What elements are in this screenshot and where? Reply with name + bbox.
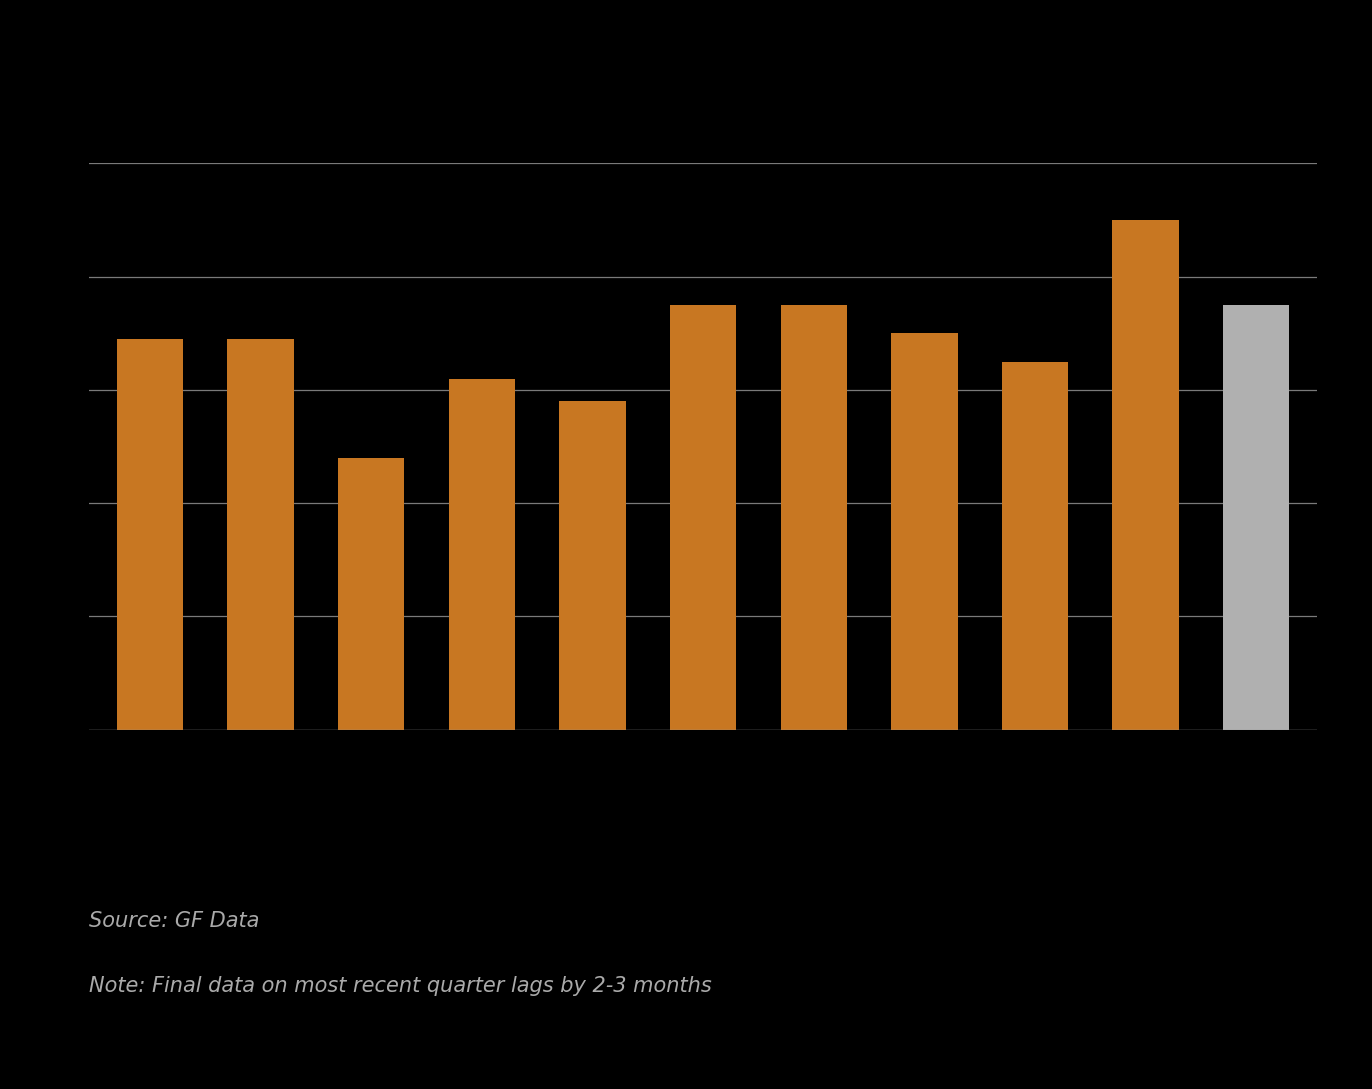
- Bar: [1002, 362, 1069, 730]
- Bar: [1222, 305, 1290, 730]
- Bar: [449, 379, 514, 730]
- Bar: [781, 305, 847, 730]
- Bar: [1113, 220, 1179, 730]
- Bar: [560, 401, 626, 730]
- Text: Source: GF Data: Source: GF Data: [89, 911, 259, 931]
- Bar: [670, 305, 737, 730]
- Bar: [892, 333, 958, 730]
- Bar: [338, 457, 405, 730]
- Text: Note: Final data on most recent quarter lags by 2-3 months: Note: Final data on most recent quarter …: [89, 977, 712, 996]
- Bar: [117, 339, 184, 730]
- Bar: [228, 339, 294, 730]
